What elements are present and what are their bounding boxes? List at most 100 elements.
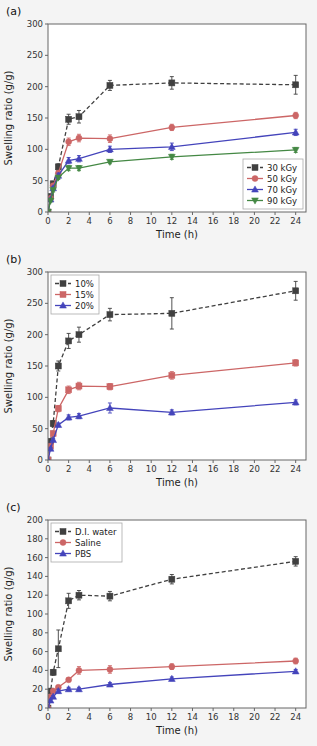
point	[293, 558, 299, 564]
x-tick-label: 6	[107, 712, 112, 722]
point	[65, 414, 72, 420]
point	[76, 135, 82, 141]
legend-label: 90 kGy	[267, 196, 297, 206]
x-tick-label: 12	[166, 216, 177, 226]
point	[76, 667, 82, 673]
y-tick-label: 0	[38, 207, 43, 217]
error-bar	[67, 593, 71, 608]
x-tick-label: 14	[187, 712, 198, 722]
x-tick-label: 6	[107, 216, 112, 226]
y-axis-label: Swelling ratio (g/g)	[3, 318, 14, 413]
x-tick-label: 10	[146, 216, 157, 226]
point	[107, 666, 113, 672]
point	[50, 669, 56, 675]
y-tick-label: 0	[38, 455, 43, 465]
point	[169, 310, 175, 316]
legend-label: 10%	[75, 279, 94, 289]
point	[55, 687, 62, 693]
error-bar	[170, 77, 174, 90]
point	[293, 360, 299, 366]
y-tick-label: 50	[32, 424, 43, 434]
y-tick-label: 200	[27, 515, 43, 525]
point	[293, 288, 299, 294]
x-tick-label: 18	[228, 216, 239, 226]
error-bar	[170, 372, 174, 380]
panel: 0246810121416182022240204060801001201401…	[3, 501, 306, 736]
error-bar	[108, 135, 112, 143]
error-bar	[56, 630, 60, 668]
error-bar	[67, 333, 71, 348]
legend-marker	[60, 540, 66, 546]
point	[55, 646, 61, 652]
legend: 10%15%20%	[51, 275, 99, 314]
y-axis-label: Swelling ratio (g/g)	[3, 70, 14, 165]
point	[76, 166, 83, 172]
y-tick-label: 200	[27, 330, 43, 340]
x-tick-label: 20	[249, 216, 260, 226]
error-bar	[170, 575, 174, 584]
point	[55, 406, 61, 412]
point	[292, 399, 299, 405]
error-bar	[77, 327, 81, 342]
x-tick-label: 0	[45, 712, 50, 722]
legend-label: D.I. water	[75, 527, 117, 537]
point	[169, 664, 175, 670]
error-bar	[170, 298, 174, 329]
y-tick-label: 100	[27, 144, 43, 154]
point	[50, 436, 57, 442]
x-tick-label: 2	[66, 216, 71, 226]
point	[76, 686, 83, 692]
point	[292, 129, 299, 135]
x-tick-label: 0	[45, 464, 50, 474]
y-tick-label: 180	[27, 534, 43, 544]
legend-label: 70 kGy	[267, 185, 297, 195]
point	[48, 445, 54, 451]
x-tick-label: 0	[45, 216, 50, 226]
error-bar	[77, 110, 81, 123]
legend-marker	[60, 550, 67, 556]
x-tick-label: 10	[146, 464, 157, 474]
point	[55, 421, 62, 427]
y-tick-label: 80	[32, 628, 43, 638]
plot-area	[48, 520, 306, 708]
y-tick-label: 0	[38, 703, 43, 713]
x-tick-label: 16	[208, 216, 219, 226]
plot-area	[48, 272, 306, 460]
point	[168, 409, 175, 415]
point	[168, 675, 175, 681]
x-tick-label: 4	[87, 216, 92, 226]
point	[66, 139, 72, 145]
error-bar	[170, 124, 174, 130]
legend-label: PBS	[75, 549, 91, 559]
x-tick-label: 16	[208, 712, 219, 722]
series	[48, 668, 299, 708]
y-tick-label: 150	[27, 113, 43, 123]
error-bar	[77, 591, 81, 600]
legend-marker	[252, 186, 259, 192]
x-tick-label: 10	[146, 712, 157, 722]
error-bar	[108, 80, 112, 90]
point	[66, 116, 72, 122]
plot-frame	[48, 520, 306, 708]
legend-label: 20%	[75, 301, 94, 311]
legend-marker	[252, 165, 258, 171]
panel: 024681012141618202224050100150200250300T…	[3, 253, 306, 488]
series-line	[48, 671, 296, 708]
panel: 024681012141618202224050100150200250300T…	[3, 5, 306, 240]
error-bar	[108, 591, 112, 600]
y-tick-label: 60	[32, 647, 43, 657]
x-tick-label: 18	[228, 712, 239, 722]
point	[66, 387, 72, 393]
legend-marker	[252, 198, 259, 204]
point	[107, 593, 113, 599]
y-tick-label: 140	[27, 571, 43, 581]
error-bar	[77, 382, 81, 390]
series-line	[48, 363, 296, 460]
point	[76, 383, 82, 389]
point	[66, 677, 72, 683]
point	[107, 159, 114, 165]
plot-frame	[48, 272, 306, 460]
series-line	[48, 291, 296, 460]
point	[48, 456, 51, 460]
legend-label: 30 kGy	[267, 163, 297, 173]
